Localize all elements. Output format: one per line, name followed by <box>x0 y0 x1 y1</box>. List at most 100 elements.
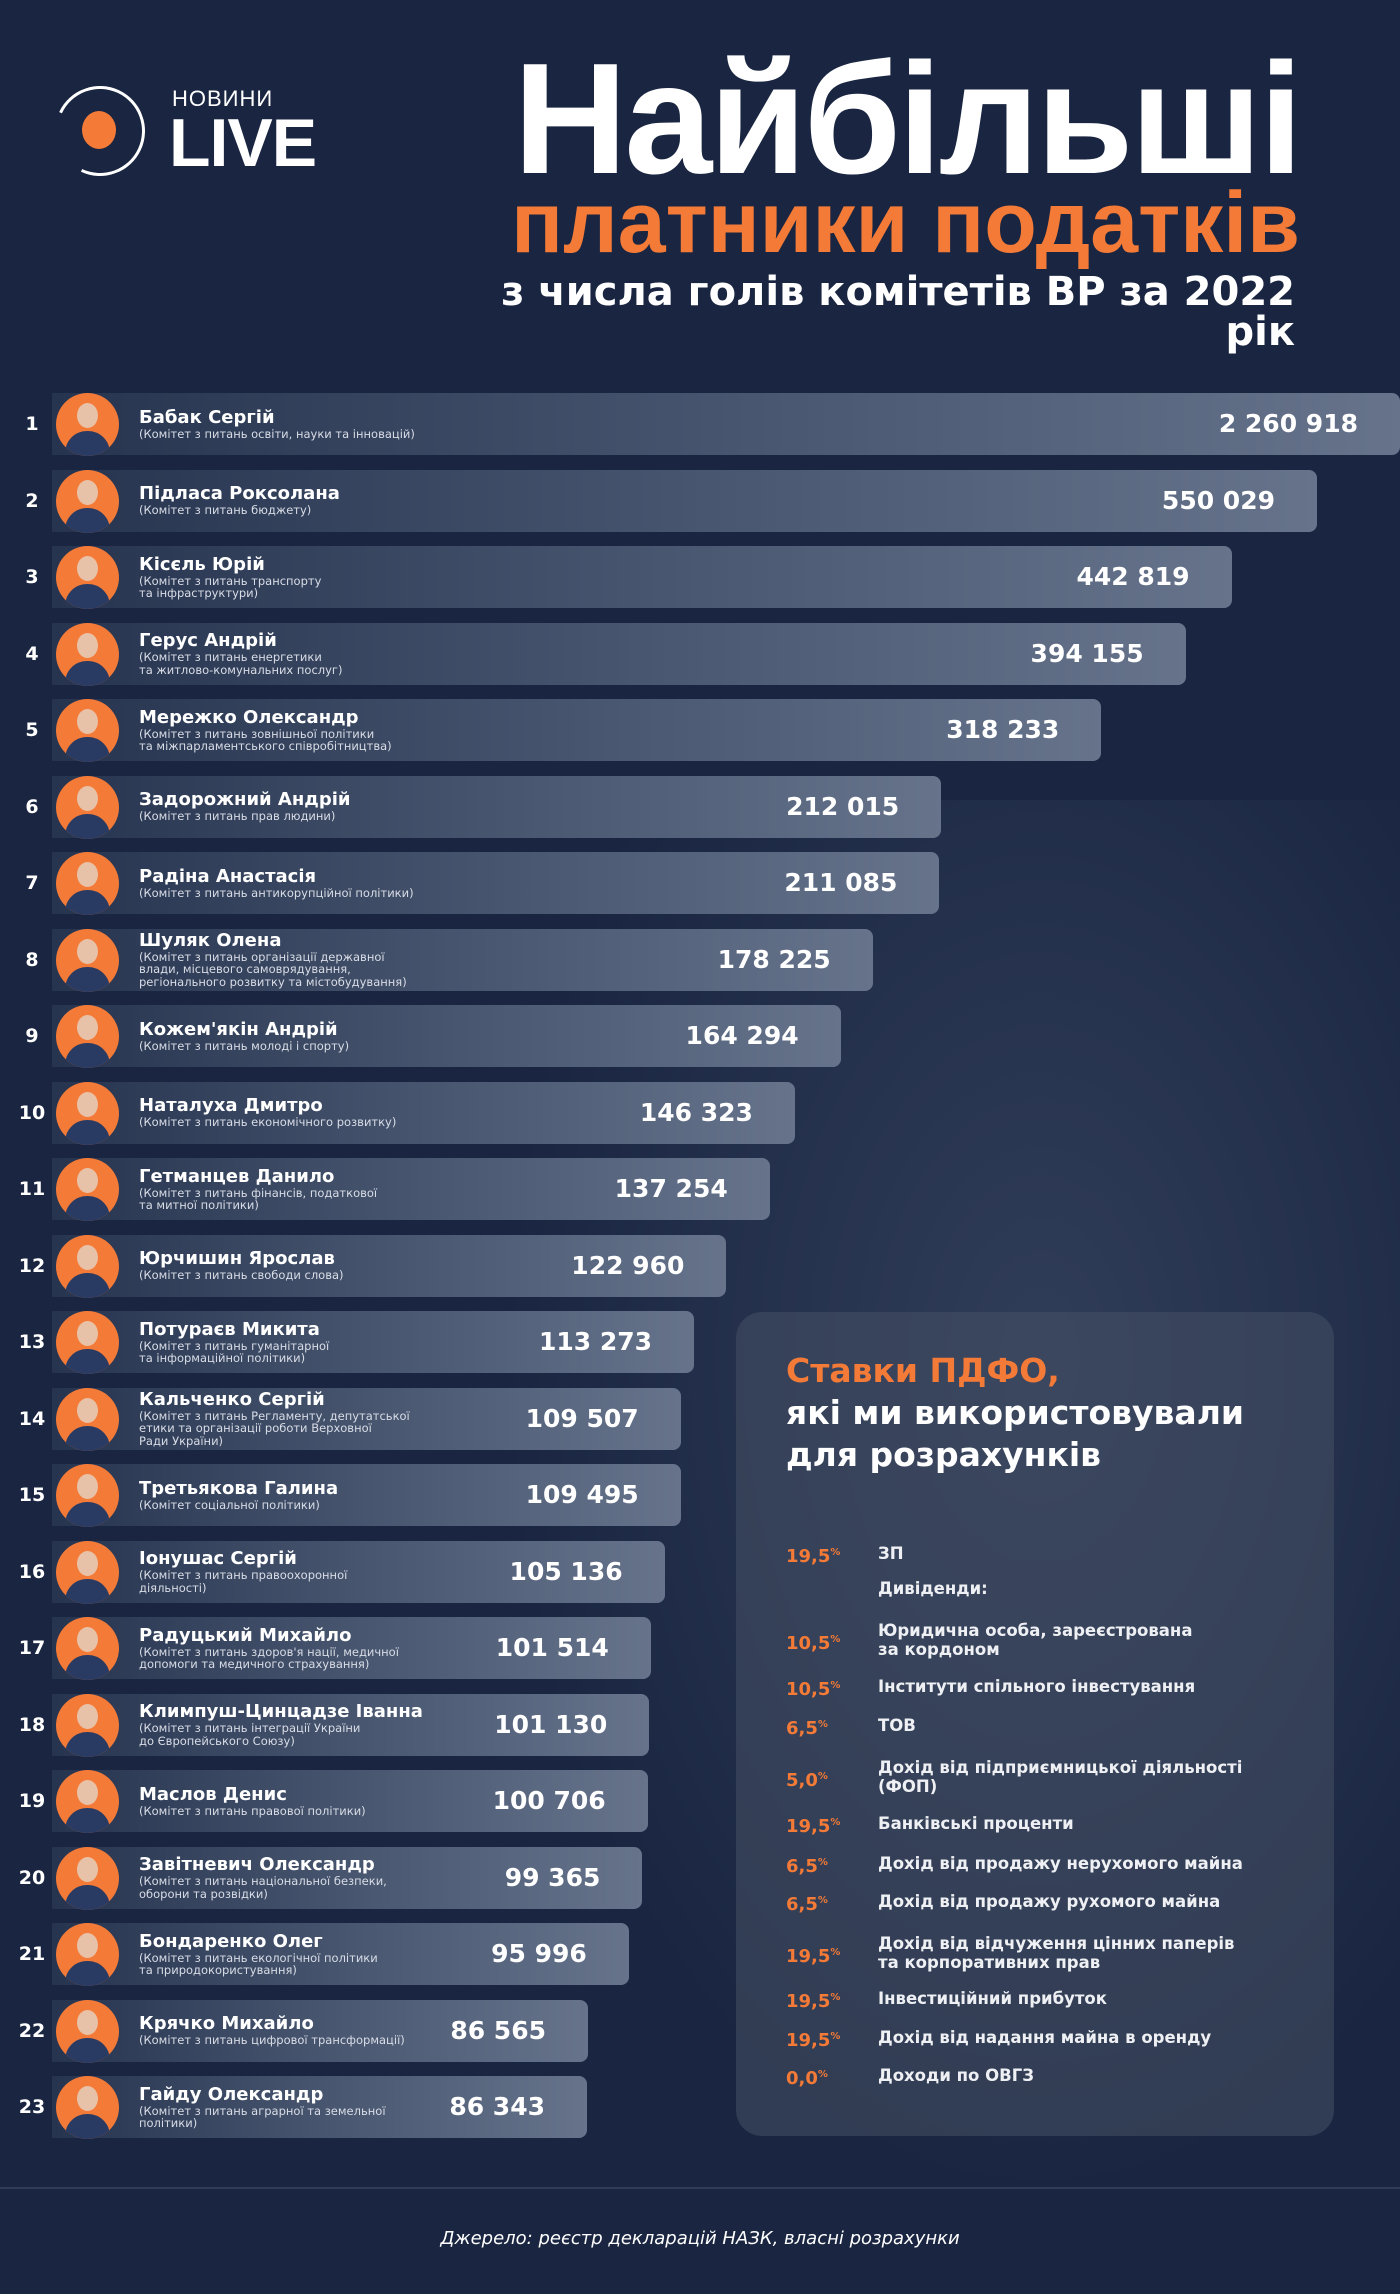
bar <box>52 1770 648 1832</box>
chart-row: 12 Юрчишин Ярослав (Комітет з питань сво… <box>0 1234 1400 1298</box>
committee-name: (Комітет з питань економічного розвитку) <box>139 1115 397 1130</box>
committee-name: (Комітет з питань фінансів, податкової т… <box>139 1185 378 1212</box>
rate-number: 19,5 <box>786 2030 831 2051</box>
person-name: Радіна Анастасія <box>139 865 317 887</box>
person-name: Бондаренко Олег <box>139 1930 323 1952</box>
value-label: 101 514 <box>495 1633 609 1662</box>
row-text: Кісєль Юрій (Комітет з питань транспорту… <box>139 546 321 608</box>
person-name: Гайду Олександр <box>139 2083 324 2105</box>
committee-name: (Комітет з питань Регламенту, депутатськ… <box>139 1408 410 1448</box>
avatar <box>56 1234 119 1298</box>
rank-number: 19 <box>18 1790 46 1812</box>
avatar-body <box>65 1502 110 1527</box>
avatar-body <box>65 813 110 839</box>
person-name: Радуцький Михайло <box>139 1624 352 1646</box>
rank-number: 18 <box>18 1713 46 1736</box>
tax-rates-panel: Ставки ПДФО, які ми використовували для … <box>736 1312 1334 2136</box>
avatar <box>56 2076 119 2139</box>
person-name: Мережко Олександр <box>139 706 359 728</box>
rank-number: 8 <box>25 948 39 971</box>
value-label: 212 015 <box>786 791 900 821</box>
percent-sign: % <box>817 1857 828 1868</box>
rate-value: 10,5% <box>786 1633 840 1654</box>
avatar <box>56 1693 119 1757</box>
chart-row: 8 Шуляк Олена (Комітет з питань організа… <box>0 928 1400 992</box>
rank-number: 10 <box>18 1101 46 1124</box>
chart-row: 11 Гетманцев Данило (Комітет з питань фі… <box>0 1158 1400 1221</box>
chart-row: 9 Кожем'якін Андрій (Комітет з питань мо… <box>0 1005 1400 1068</box>
rate-number: 6,5 <box>786 1718 818 1739</box>
value-label: 137 254 <box>614 1174 728 1203</box>
avatar-body <box>65 1425 110 1451</box>
rate-value: 19,5% <box>786 1991 840 2012</box>
rate-label: Дохід від відчуження цінних паперів та к… <box>878 1934 1235 1972</box>
rate-number: 19,5 <box>786 1546 831 1567</box>
page-subtitle: з числа голів комітетів ВР за 2022 рік <box>501 269 1295 355</box>
bar <box>52 1081 795 1144</box>
logo-dot-icon <box>82 111 116 149</box>
rate-number: 10,5 <box>786 1679 831 1700</box>
bar <box>52 1846 643 1909</box>
avatar <box>56 1999 119 2063</box>
committee-name: (Комітет з питань організації державної … <box>139 949 407 989</box>
avatar-body <box>65 660 110 686</box>
percent-sign: % <box>817 1895 828 1906</box>
page-title-accent: платники податків <box>511 175 1300 271</box>
row-text: Мережко Олександр (Комітет з питань зовн… <box>139 699 392 761</box>
value-label: 2 260 918 <box>1218 409 1358 438</box>
row-text: Радіна Анастасія (Комітет з питань антик… <box>139 852 414 914</box>
rank-number: 23 <box>18 2096 46 2118</box>
avatar-body <box>65 431 110 456</box>
rate-value: 6,5% <box>786 1894 828 1915</box>
avatar <box>56 393 119 456</box>
rank-number: 13 <box>18 1331 46 1353</box>
avatar <box>56 1081 119 1145</box>
avatar-head <box>77 1474 98 1499</box>
chart-row: 19 Маслов Денис (Комітет з питань правов… <box>0 1770 1400 1833</box>
avatar-head <box>77 1244 98 1270</box>
row-text: Кожем'якін Андрій (Комітет з питань моло… <box>139 1005 349 1067</box>
person-name: Підласа Роксолана <box>139 483 340 505</box>
rank-number: 14 <box>18 1407 46 1430</box>
avatar-head <box>77 1703 98 1729</box>
person-name: Кісєль Юрій <box>139 553 265 575</box>
person-name: Наталуха Дмитро <box>139 1095 323 1117</box>
person-name: Крячко Михайло <box>139 2013 314 2035</box>
chart-row: 23 Гайду Олександр (Комітет з питань агр… <box>0 2076 1400 2139</box>
avatar-body <box>65 1043 110 1068</box>
chart-row: 16 Іонушас Сергій (Комітет з питань прав… <box>0 1540 1400 1604</box>
person-name: Маслов Денис <box>139 1783 287 1805</box>
person-name: Потураєв Микита <box>139 1318 320 1340</box>
avatar <box>56 1540 119 1604</box>
avatar-head <box>77 632 98 658</box>
value-label: 146 323 <box>639 1097 753 1127</box>
rank-number: 2 <box>25 489 39 512</box>
bar <box>52 1311 695 1373</box>
rank-number: 20 <box>18 1866 46 1889</box>
avatar-body <box>65 966 110 992</box>
bar <box>52 775 942 838</box>
rate-label: ТОВ <box>878 1716 916 1735</box>
avatar <box>56 1923 119 1986</box>
rate-label: Інститути спільного інвестування <box>878 1677 1196 1696</box>
committee-name: (Комітет з питань правової політики) <box>139 1803 366 1818</box>
rate-label: Дохід від продажу нерухомого майна <box>878 1854 1243 1873</box>
chart-row: 10 Наталуха Дмитро (Комітет з питань еко… <box>0 1081 1400 1145</box>
row-text: Маслов Денис (Комітет з питань правової … <box>139 1770 366 1832</box>
person-name: Бабак Сергій <box>139 406 275 428</box>
panel-title: Ставки ПДФО, які ми використовували для … <box>786 1350 1244 1476</box>
rank-number: 9 <box>25 1025 39 1047</box>
committee-name: (Комітет з питань гуманітарної та інформ… <box>139 1338 330 1365</box>
bar <box>52 1158 770 1220</box>
person-name: Кожем'якін Андрій <box>139 1018 338 1040</box>
committee-name: (Комітет з питань зовнішньої політики та… <box>139 726 392 753</box>
percent-sign: % <box>830 1947 841 1958</box>
chart-row: 5 Мережко Олександр (Комітет з питань зо… <box>0 699 1400 762</box>
avatar-head <box>77 2009 98 2035</box>
committee-name: (Комітет з питань транспорту та інфрастр… <box>139 573 322 600</box>
value-label: 86 343 <box>449 2092 545 2121</box>
avatar <box>56 699 119 762</box>
avatar <box>56 1617 119 1680</box>
rank-number: 17 <box>18 1637 46 1659</box>
chart-row: 6 Задорожний Андрій (Комітет з питань пр… <box>0 775 1400 839</box>
